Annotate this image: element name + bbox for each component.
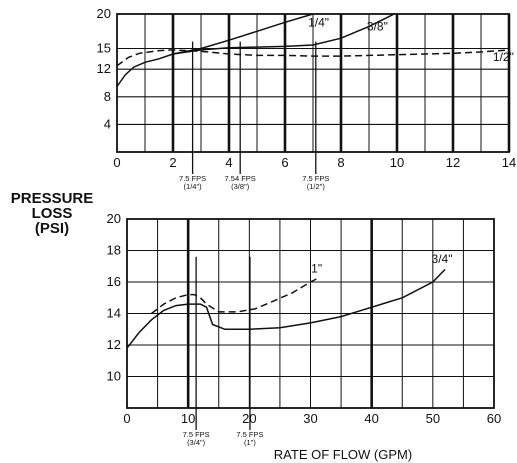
upper-series-line — [172, 13, 395, 55]
y-axis-label-line-2: LOSS — [32, 205, 73, 222]
upper-fps-annotation: 7.5 FPS — [302, 174, 329, 183]
upper-series-line — [116, 13, 314, 87]
lower-fps-annotation: 7.5 FPS — [183, 430, 210, 439]
upper-fps-annotation: 7.5 FPS — [179, 174, 206, 183]
lower-fps-annotation: (1") — [244, 438, 256, 447]
upper-fps-annotation: (1/2") — [307, 182, 326, 191]
lower-series-line — [151, 278, 317, 315]
upper-y-tick-label: 15 — [97, 41, 111, 56]
lower-x-tick-label: 40 — [364, 411, 378, 426]
lower-series-line — [126, 268, 446, 349]
lower-y-tick-label: 18 — [107, 243, 121, 258]
lower-y-tick-label: 10 — [107, 369, 121, 384]
lower-x-tick-label: 0 — [123, 411, 130, 426]
lower-series-label: 3/4" — [432, 252, 453, 266]
upper-x-tick-label: 12 — [446, 155, 460, 170]
x-axis-label: RATE OF FLOW (GPM) — [274, 447, 412, 462]
upper-fps-annotation: (1/4") — [184, 182, 203, 191]
lower-plot-border — [126, 218, 495, 409]
lower-x-tick-label: 10 — [181, 411, 195, 426]
upper-x-tick-label: 4 — [225, 155, 232, 170]
upper-y-tick-label: 12 — [97, 61, 111, 76]
lower-fps-annotation: 7.5 FPS — [236, 430, 263, 439]
lower-x-tick-label: 50 — [426, 411, 440, 426]
upper-fps-annotation: (3/8") — [231, 182, 250, 191]
lower-y-tick-label: 12 — [107, 337, 121, 352]
lower-y-tick-label: 16 — [107, 274, 121, 289]
lower-x-tick-label: 60 — [487, 411, 501, 426]
lower-fps-annotation: (3/4") — [187, 438, 206, 447]
upper-series-line — [116, 49, 510, 67]
upper-series-label: 1/2" — [493, 50, 514, 64]
upper-fps-annotation: 7.54 FPS — [225, 174, 256, 183]
upper-series-label: 1/4" — [308, 15, 329, 29]
lower-y-tick-label: 14 — [107, 306, 121, 321]
upper-x-tick-label: 6 — [281, 155, 288, 170]
upper-y-tick-label: 4 — [104, 116, 111, 131]
upper-x-tick-label: 10 — [390, 155, 404, 170]
lower-x-tick-label: 30 — [303, 411, 317, 426]
upper-y-tick-label: 8 — [104, 89, 111, 104]
y-axis-label-line-1: PRESSURE — [11, 190, 94, 207]
upper-y-tick-label: 20 — [97, 6, 111, 21]
upper-series-label: 3/8" — [367, 20, 388, 34]
upper-x-tick-label: 0 — [113, 155, 120, 170]
lower-y-tick-label: 20 — [107, 211, 121, 226]
upper-x-tick-label: 14 — [502, 155, 516, 170]
upper-x-tick-label: 8 — [337, 155, 344, 170]
lower-chart: 01020304050601012141618207.5 FPS(3/4")7.… — [107, 211, 502, 447]
upper-x-tick-label: 2 — [169, 155, 176, 170]
lower-series-label: 1" — [311, 262, 322, 276]
y-axis-label-line-3: (PSI) — [35, 220, 69, 237]
